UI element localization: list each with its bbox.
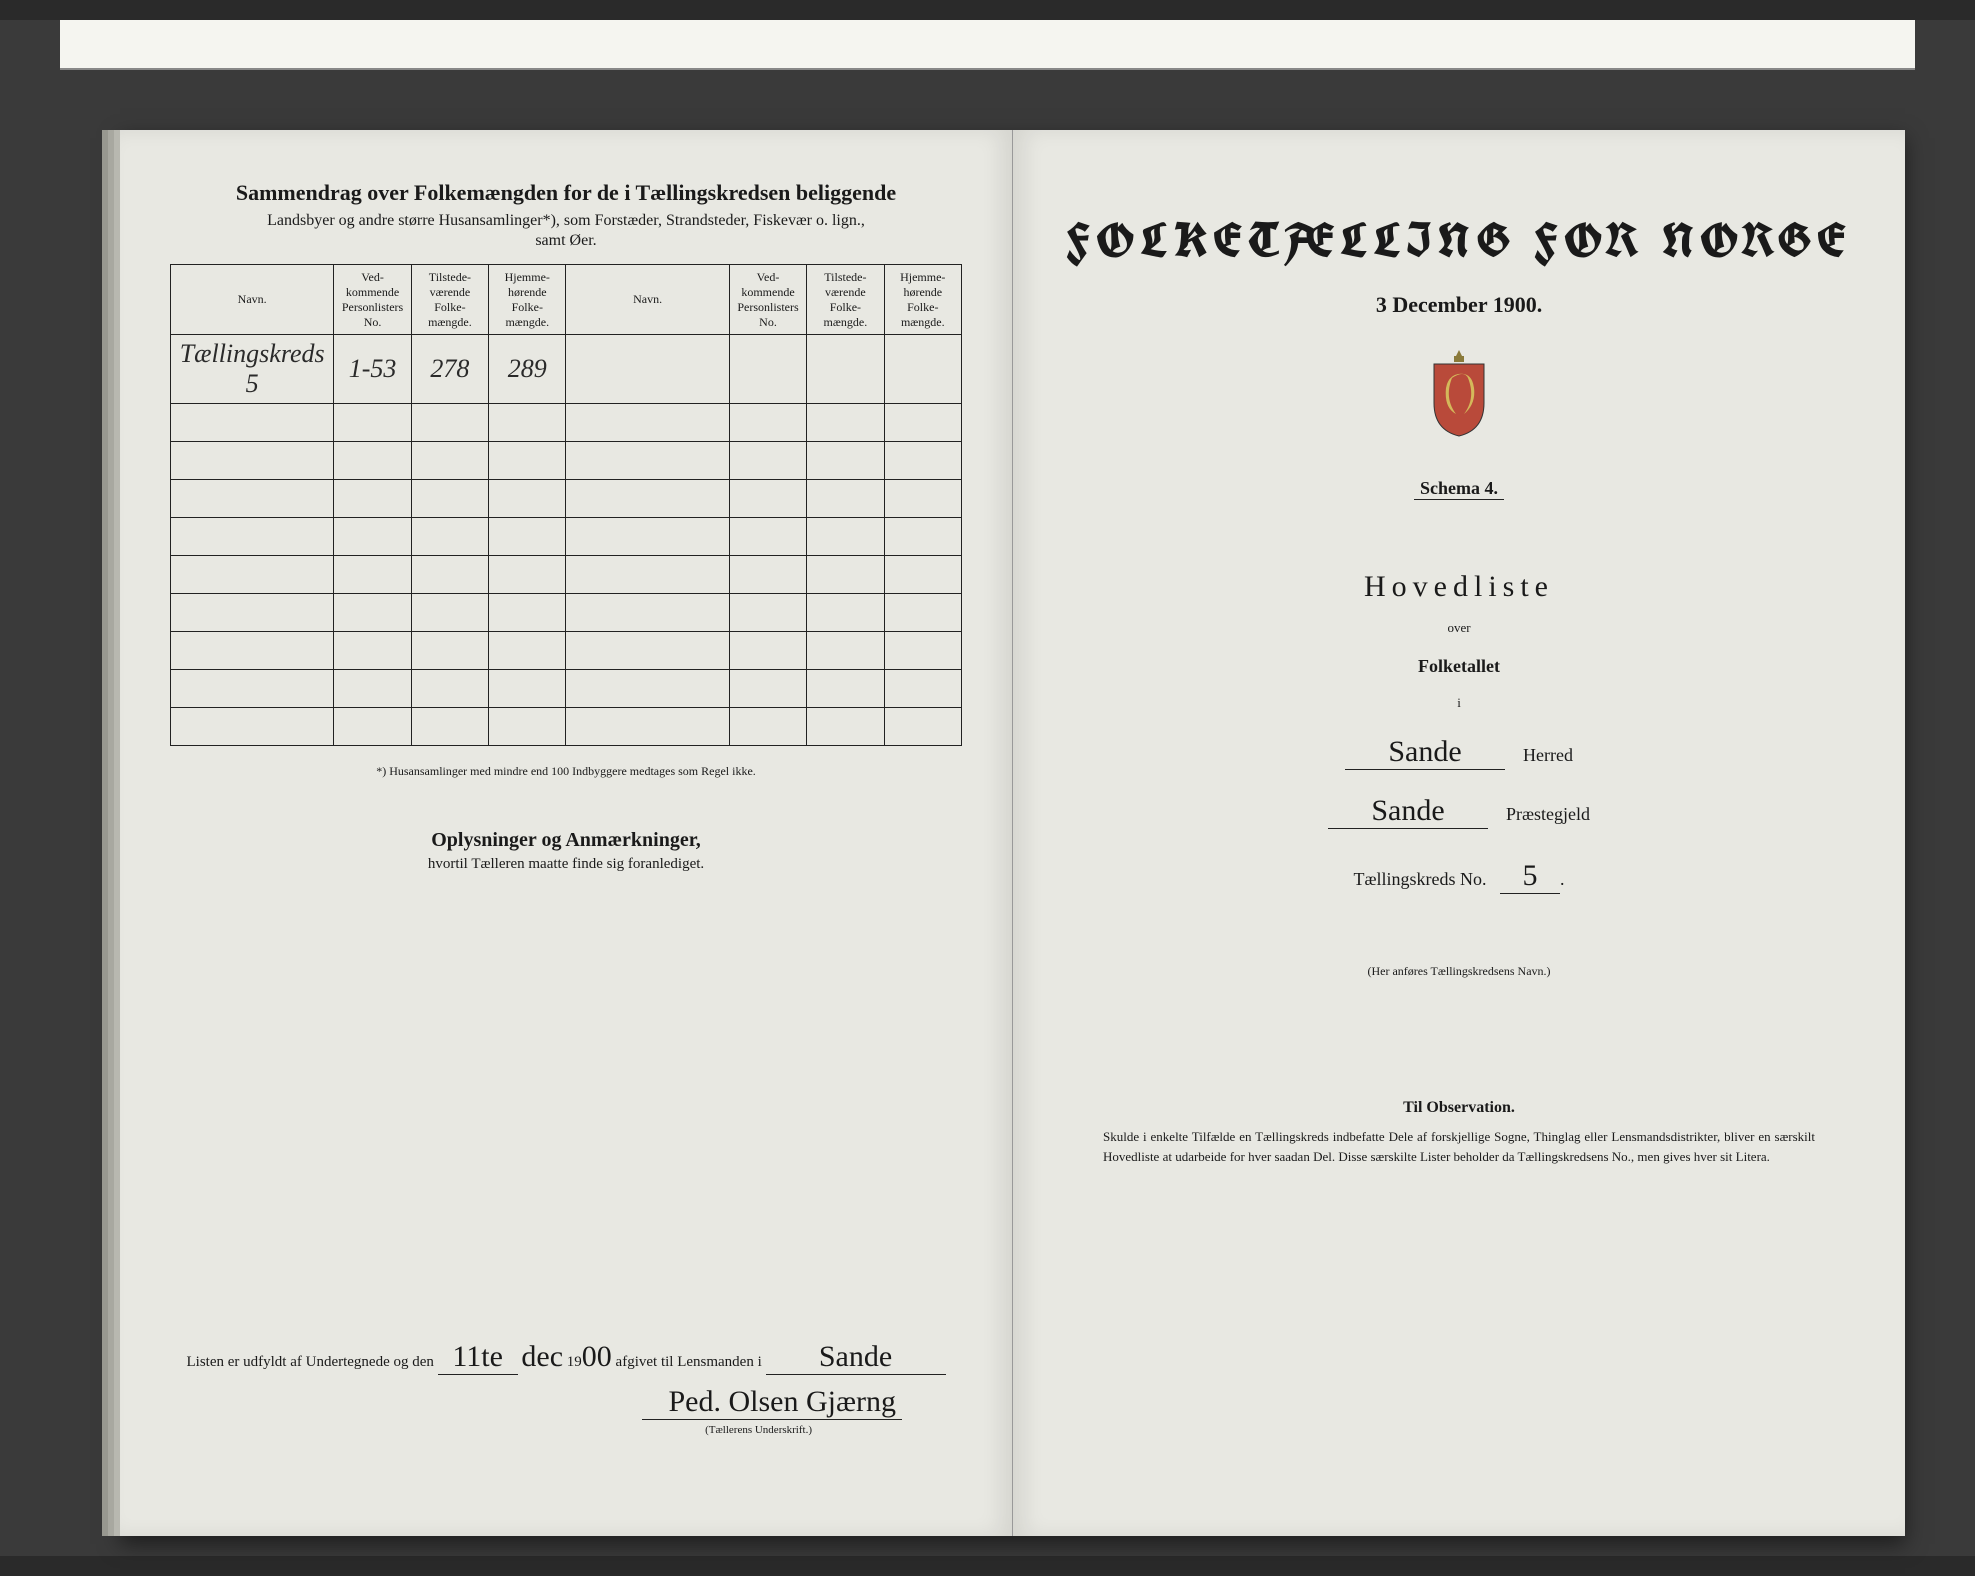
kreds-row: Tællingskreds No. 5. xyxy=(1063,859,1855,894)
cell-no: 1-53 xyxy=(349,354,397,383)
col-tilstede-1: Tilstede-værende Folke-mængde. xyxy=(411,265,488,335)
left-subtitle-2: samt Øer. xyxy=(170,232,962,250)
table-row xyxy=(171,442,962,480)
sig-year-hand: 00 xyxy=(582,1340,612,1373)
sig-day: 11te xyxy=(438,1340,518,1375)
col-hjemme-2: Hjemme-hørende Folke-mængde. xyxy=(884,265,961,335)
cell-tilstede: 278 xyxy=(430,354,469,383)
observation-title: Til Observation. xyxy=(1063,1099,1855,1117)
coat-of-arms-icon xyxy=(1424,348,1494,438)
col-navn-2: Navn. xyxy=(566,265,729,335)
i-label: i xyxy=(1063,695,1855,711)
col-personlister-2: Ved-kommende Personlisters No. xyxy=(729,265,806,335)
sig-caption: (Tællerens Underskrift.) xyxy=(170,1424,902,1436)
col-navn-1: Navn. xyxy=(171,265,334,335)
col-hjemme-1: Hjemme-hørende Folke-mængde. xyxy=(489,265,566,335)
herred-label: Herred xyxy=(1523,745,1573,765)
cell-navn: Tællingskreds 5 xyxy=(180,339,325,398)
hovedliste: Hovedliste xyxy=(1063,570,1855,604)
table-header-row: Navn. Ved-kommende Personlisters No. Til… xyxy=(171,265,962,335)
observation-body: Skulde i enkelte Tilfælde en Tællingskre… xyxy=(1103,1127,1815,1166)
table-row: Tællingskreds 5 1-53 278 289 xyxy=(171,335,962,404)
table-row xyxy=(171,556,962,594)
table-row xyxy=(171,708,962,746)
left-subtitle-1: Landsbyer og andre større Husansamlinger… xyxy=(170,212,962,230)
cell-hjemme: 289 xyxy=(508,354,547,383)
main-title: FOLKETÆLLING FOR NORGE xyxy=(1063,210,1855,272)
table-row xyxy=(171,670,962,708)
col-personlister-1: Ved-kommende Personlisters No. xyxy=(334,265,411,335)
footnote: *) Husansamlinger med mindre end 100 Ind… xyxy=(170,764,962,779)
left-title: Sammendrag over Folkemængden for de i Tæ… xyxy=(170,180,962,206)
sig-month: dec xyxy=(521,1340,563,1373)
cell-empty xyxy=(566,335,729,404)
book-spread: Sammendrag over Folkemængden for de i Tæ… xyxy=(120,130,1905,1536)
table-row xyxy=(171,594,962,632)
ops-subtitle: hvortil Tælleren maatte finde sig foranl… xyxy=(170,856,962,873)
table-row xyxy=(171,404,962,442)
praeste-row: Sande Præstegjeld xyxy=(1063,794,1855,829)
cell-empty xyxy=(884,335,961,404)
table-row xyxy=(171,632,962,670)
date-line: 3 December 1900. xyxy=(1063,292,1855,318)
table-row xyxy=(171,480,962,518)
table-row xyxy=(171,518,962,556)
ops-title: Oplysninger og Anmærkninger, xyxy=(170,829,962,852)
sig-mid: afgivet til Lensmanden i xyxy=(616,1354,762,1370)
sig-prefix: Listen er udfyldt af Undertegnede og den xyxy=(186,1354,433,1370)
cell-empty xyxy=(807,335,884,404)
signature-block: Listen er udfyldt af Undertegnede og den… xyxy=(170,1340,962,1436)
sig-name: Ped. Olsen Gjærng xyxy=(642,1385,902,1420)
right-page: FOLKETÆLLING FOR NORGE 3 December 1900. … xyxy=(1013,130,1905,1536)
praeste-label: Præstegjeld xyxy=(1506,804,1590,824)
left-page: Sammendrag over Folkemængden for de i Tæ… xyxy=(120,130,1013,1536)
over-label: over xyxy=(1063,620,1855,636)
herred-row: Sande Herred xyxy=(1063,735,1855,770)
kreds-label: Tællingskreds No. xyxy=(1354,869,1487,889)
scan-frame: Sammendrag over Folkemængden for de i Tæ… xyxy=(0,20,1975,1556)
right-content: FOLKETÆLLING FOR NORGE 3 December 1900. … xyxy=(1063,170,1855,1166)
kreds-value: 5 xyxy=(1500,859,1560,894)
paren-note: (Her anføres Tællingskredsens Navn.) xyxy=(1063,964,1855,979)
top-strip xyxy=(60,20,1915,70)
signature-line: Listen er udfyldt af Undertegnede og den… xyxy=(170,1340,962,1375)
schema-label: Schema 4. xyxy=(1414,478,1504,500)
sig-place: Sande xyxy=(766,1340,946,1375)
herred-value: Sande xyxy=(1345,735,1505,770)
folketallet: Folketallet xyxy=(1063,656,1855,677)
table-body: Tællingskreds 5 1-53 278 289 xyxy=(171,335,962,746)
summary-table: Navn. Ved-kommende Personlisters No. Til… xyxy=(170,264,962,746)
cell-empty xyxy=(729,335,806,404)
sig-year-prefix: 19 xyxy=(567,1354,582,1370)
praeste-value: Sande xyxy=(1328,794,1488,829)
col-tilstede-2: Tilstede-værende Folke-mængde. xyxy=(807,265,884,335)
